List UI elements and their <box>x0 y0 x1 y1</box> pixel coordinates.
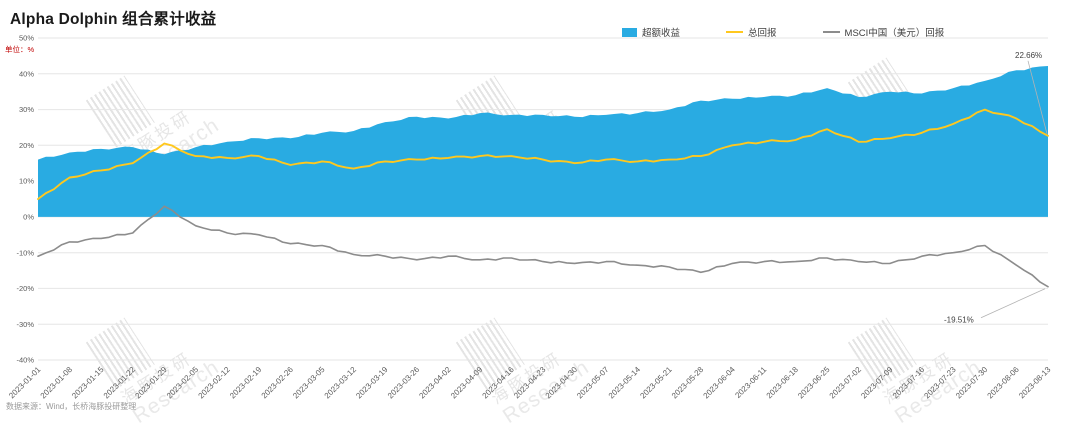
y-tick-label: 20% <box>19 141 34 150</box>
x-tick-label: 2023-02-12 <box>197 365 233 401</box>
y-tick-label: 10% <box>19 177 34 186</box>
x-tick-label: 2023-08-13 <box>1017 365 1053 401</box>
y-tick-label: -20% <box>16 284 34 293</box>
x-tick-label: 2023-07-30 <box>954 365 990 401</box>
x-tick-label: 2023-05-07 <box>575 365 611 401</box>
annotation-leader-line <box>1027 60 1048 134</box>
legend-label: 总回报 <box>748 28 777 39</box>
x-tick-label: 2023-03-26 <box>386 365 422 401</box>
y-tick-label: -10% <box>16 248 34 257</box>
x-tick-label: 2023-06-04 <box>702 365 738 401</box>
y-tick-label: 0% <box>23 213 34 222</box>
x-tick-label: 2023-04-02 <box>417 365 453 401</box>
x-tick-label: 2023-06-25 <box>796 365 832 401</box>
x-tick-label: 2023-04-30 <box>544 365 580 401</box>
y-tick-label: -40% <box>16 356 34 365</box>
annotation-label: 22.66% <box>1015 51 1042 60</box>
x-tick-label: 2023-07-23 <box>922 365 958 401</box>
x-tick-label: 2023-07-09 <box>859 365 895 401</box>
x-tick-label: 2023-01-08 <box>39 365 75 401</box>
x-tick-label: 2023-08-06 <box>986 365 1022 401</box>
x-tick-label: 2023-03-05 <box>291 365 327 401</box>
legend-marker-msci-china <box>822 30 840 34</box>
x-tick-label: 2023-07-16 <box>891 365 927 401</box>
x-tick-label: 2023-05-14 <box>607 365 643 401</box>
x-tick-label: 2023-05-28 <box>670 365 706 401</box>
y-tick-label: 30% <box>19 105 34 114</box>
legend-marker-total-return <box>726 30 744 34</box>
x-tick-label: 2023-01-29 <box>133 365 169 401</box>
series-line-2 <box>37 205 1049 288</box>
series-line-1 <box>37 108 1049 200</box>
series-area-0 <box>38 66 1048 217</box>
x-tick-label: 2023-02-05 <box>165 365 201 401</box>
legend-marker-excess-return <box>622 27 637 37</box>
x-tick-label: 2023-07-02 <box>828 365 864 401</box>
x-tick-label: 2023-02-19 <box>228 365 264 401</box>
x-tick-label: 2023-04-16 <box>481 365 517 401</box>
x-tick-label: 2023-05-21 <box>638 365 674 401</box>
x-tick-label: 2023-04-23 <box>512 365 548 401</box>
chart-canvas: 50%40%30%20%10%0%-10%-20%-30%-40%2023-01… <box>7 34 1053 401</box>
legend-label: MSCI中国（美元）回报 <box>844 28 945 39</box>
legend-label: 超额收益 <box>642 28 681 39</box>
x-tick-label: 2023-01-22 <box>102 365 138 401</box>
x-tick-label: 2023-06-11 <box>733 365 768 400</box>
x-tick-label: 2023-04-09 <box>449 365 485 401</box>
y-tick-label: 50% <box>19 34 34 43</box>
x-tick-label: 2023-02-26 <box>260 365 296 401</box>
legend-item-excess-return: 超额收益 <box>622 25 680 39</box>
y-tick-label: 40% <box>19 69 34 78</box>
y-axis-unit-label: 单位：% <box>5 45 35 54</box>
data-source-note: 数据来源：Wind，长桥海豚投研整理 <box>6 402 137 411</box>
annotation-label: -19.51% <box>944 316 974 325</box>
x-tick-label: 2023-03-12 <box>323 365 359 401</box>
y-tick-label: -30% <box>16 320 34 329</box>
x-tick-label: 2023-03-19 <box>354 365 390 401</box>
x-tick-label: 2023-01-15 <box>70 365 106 401</box>
chart-legend: 超额收益 总回报 MSCI中国（美元）回报 <box>622 25 944 39</box>
x-tick-label: 2023-06-18 <box>765 365 801 401</box>
legend-item-total-return: 总回报 <box>726 25 777 39</box>
page-title: Alpha Dolphin 组合累计收益 <box>10 11 217 28</box>
annotation-leader-line <box>980 288 1046 319</box>
x-tick-label: 2023-01-01 <box>7 365 43 401</box>
legend-item-msci-china: MSCI中国（美元）回报 <box>822 25 945 39</box>
